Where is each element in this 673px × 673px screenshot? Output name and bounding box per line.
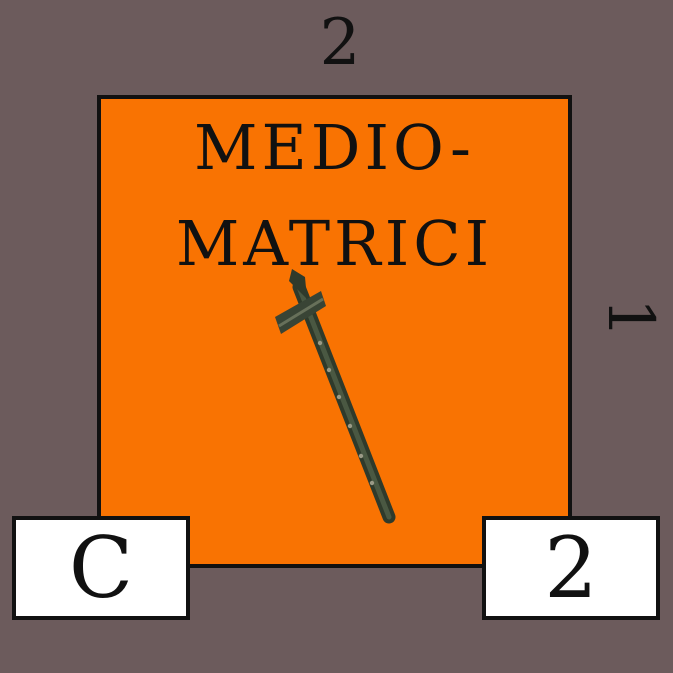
unit-name-line1: MEDIO-	[194, 111, 475, 184]
side-value: 1	[593, 297, 667, 339]
pilum-icon	[275, 269, 396, 524]
top-value: 2	[319, 6, 361, 80]
unit-card[interactable]: MEDIO- MATRICI	[97, 95, 572, 568]
bottom-right-value-box: 2	[482, 516, 660, 620]
unit-name-line2: MATRICI	[175, 207, 494, 280]
bottom-left-value-box: C	[12, 516, 190, 620]
